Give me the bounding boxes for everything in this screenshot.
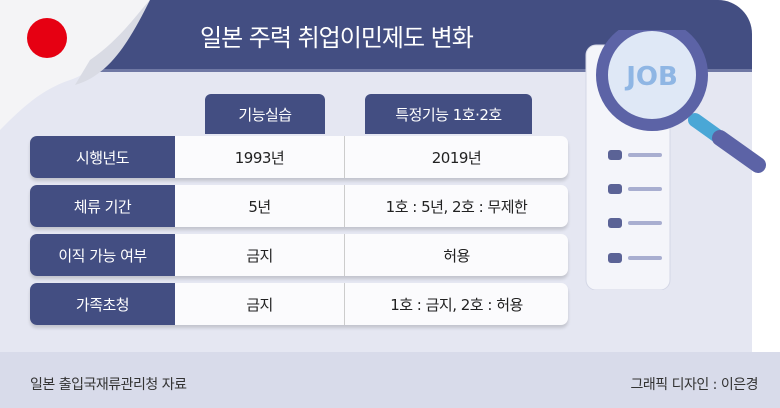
checklist-icon (608, 150, 662, 263)
job-search-illustration: JOB (585, 30, 766, 290)
cell: 1호 : 5년, 2호 : 무제한 (385, 197, 528, 216)
cell: 5년 (175, 185, 345, 227)
job-text: JOB (624, 62, 678, 92)
column-header-technical-intern: 기능실습 (205, 94, 325, 134)
credit-note: 그래픽 디자인 : 이은경 (630, 377, 759, 393)
page-title: 일본 주력 취업이민제도 변화 (200, 24, 474, 52)
row-label: 이직 가능 여부 (30, 234, 175, 276)
table-row: 가족초청 금지 1호 : 금지, 2호 : 허용 (30, 283, 568, 325)
japan-flag-icon (0, 0, 150, 130)
cell: 2019년 (431, 148, 482, 167)
cell: 1호 : 금지, 2호 : 허용 (390, 295, 523, 314)
table-row: 시행년도 1993년 2019년 (30, 136, 568, 178)
row-label: 가족초청 (30, 283, 175, 325)
source-note: 일본 출입국재류관리청 자료 (30, 377, 187, 393)
row-label: 체류 기간 (30, 185, 175, 227)
cell: 허용 (443, 246, 470, 265)
cell: 금지 (175, 234, 345, 276)
footer (0, 352, 780, 408)
cell: 금지 (175, 283, 345, 325)
column-header-specified-skills: 특정기능 1호·2호 (365, 94, 532, 134)
table-row: 이직 가능 여부 금지 허용 (30, 234, 568, 276)
cell: 1993년 (175, 136, 345, 178)
row-label: 시행년도 (30, 136, 175, 178)
table-row: 체류 기간 5년 1호 : 5년, 2호 : 무제한 (30, 185, 568, 227)
